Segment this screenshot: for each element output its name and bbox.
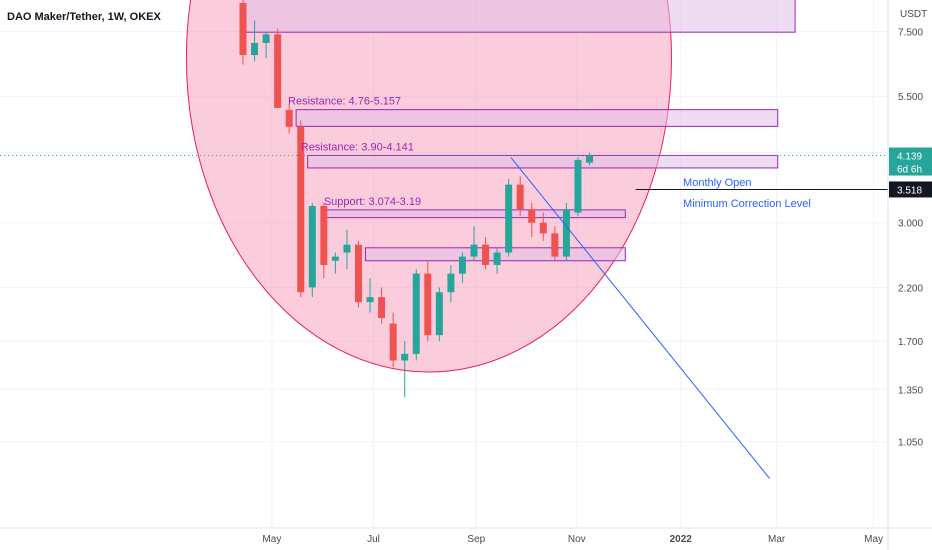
candle-0 <box>239 2 247 56</box>
candles <box>239 0 593 398</box>
candle-18 <box>447 273 455 293</box>
candle-25 <box>528 209 536 223</box>
candle-12 <box>378 297 386 319</box>
candle-28 <box>562 209 570 257</box>
candle-4 <box>285 109 293 127</box>
y-tick-15: 1.050 <box>898 438 923 449</box>
candle-22 <box>493 252 501 265</box>
zone-1 <box>295 109 779 127</box>
highlight-circle <box>185 0 672 373</box>
y-tick-14: 1.350 <box>898 385 923 396</box>
candle-27 <box>551 233 559 257</box>
x-tick-4: 2022 <box>670 534 693 545</box>
candle-26 <box>539 222 547 234</box>
x-tick-6: May <box>864 534 883 545</box>
current-price-label: 4.139 <box>897 152 922 163</box>
zone-2 <box>307 154 779 169</box>
x-tick-5: Mar <box>768 534 786 545</box>
zone-label-3: Support: 3.074-3.19 <box>324 196 421 208</box>
chart-title: DAO Maker/Tether, 1W, OKEX <box>7 11 162 23</box>
y-tick-13: 1.700 <box>898 337 923 348</box>
candle-2 <box>262 34 270 43</box>
candle-9 <box>343 244 351 253</box>
currency-label: USDT <box>900 9 927 20</box>
zone-0 <box>242 0 796 33</box>
candle-16 <box>424 273 432 336</box>
candle-5 <box>297 126 305 293</box>
x-tick-3: Nov <box>568 534 586 545</box>
candle-23 <box>505 184 513 253</box>
price-label-1: 3.518 <box>897 185 922 196</box>
candle-15 <box>412 273 420 354</box>
candle-13 <box>389 323 397 361</box>
candle-3 <box>274 34 282 108</box>
drawn-labels: Resistance: 7.475-8.984Resistance: 4.76-… <box>288 96 811 210</box>
candle-8 <box>331 256 339 261</box>
candle-24 <box>516 184 524 210</box>
candle-11 <box>366 297 374 303</box>
candle-10 <box>355 244 362 303</box>
grid <box>0 0 888 528</box>
trend-line <box>510 157 771 479</box>
candle-21 <box>482 244 490 265</box>
annotation-1: Minimum Correction Level <box>683 198 811 210</box>
candle-20 <box>470 244 478 257</box>
current-price-bg <box>889 147 932 176</box>
x-tick-1: Jul <box>367 534 380 545</box>
price-axis[interactable]: 85.00065.00036.50028.50022.50016.50012.5… <box>889 0 932 449</box>
drawn-lines <box>0 155 888 479</box>
x-tick-0: May <box>262 534 281 545</box>
candle-29 <box>574 160 582 213</box>
zone-label-1: Resistance: 4.76-5.157 <box>288 96 401 108</box>
countdown-label: 6d 6h <box>897 165 922 176</box>
y-tick-12: 2.200 <box>898 283 923 294</box>
zones <box>242 0 796 262</box>
candle-7 <box>320 205 328 265</box>
candle-6 <box>308 205 316 288</box>
y-tick-9: 5.500 <box>898 92 923 103</box>
candle-1 <box>251 42 259 56</box>
zone-label-2: Resistance: 3.90-4.141 <box>301 141 414 153</box>
x-tick-2: Sep <box>467 534 485 545</box>
y-tick-8: 7.500 <box>898 28 923 39</box>
time-axis[interactable]: May Jul Sep Nov 2022 Mar May <box>0 527 932 545</box>
candle-19 <box>458 256 466 274</box>
candle-30 <box>586 155 593 163</box>
y-tick-11: 3.000 <box>898 219 923 230</box>
annotation-0: Monthly Open <box>683 177 751 189</box>
candle-17 <box>435 292 443 336</box>
price-label-bg-1 <box>889 181 932 198</box>
candle-14 <box>401 353 409 361</box>
